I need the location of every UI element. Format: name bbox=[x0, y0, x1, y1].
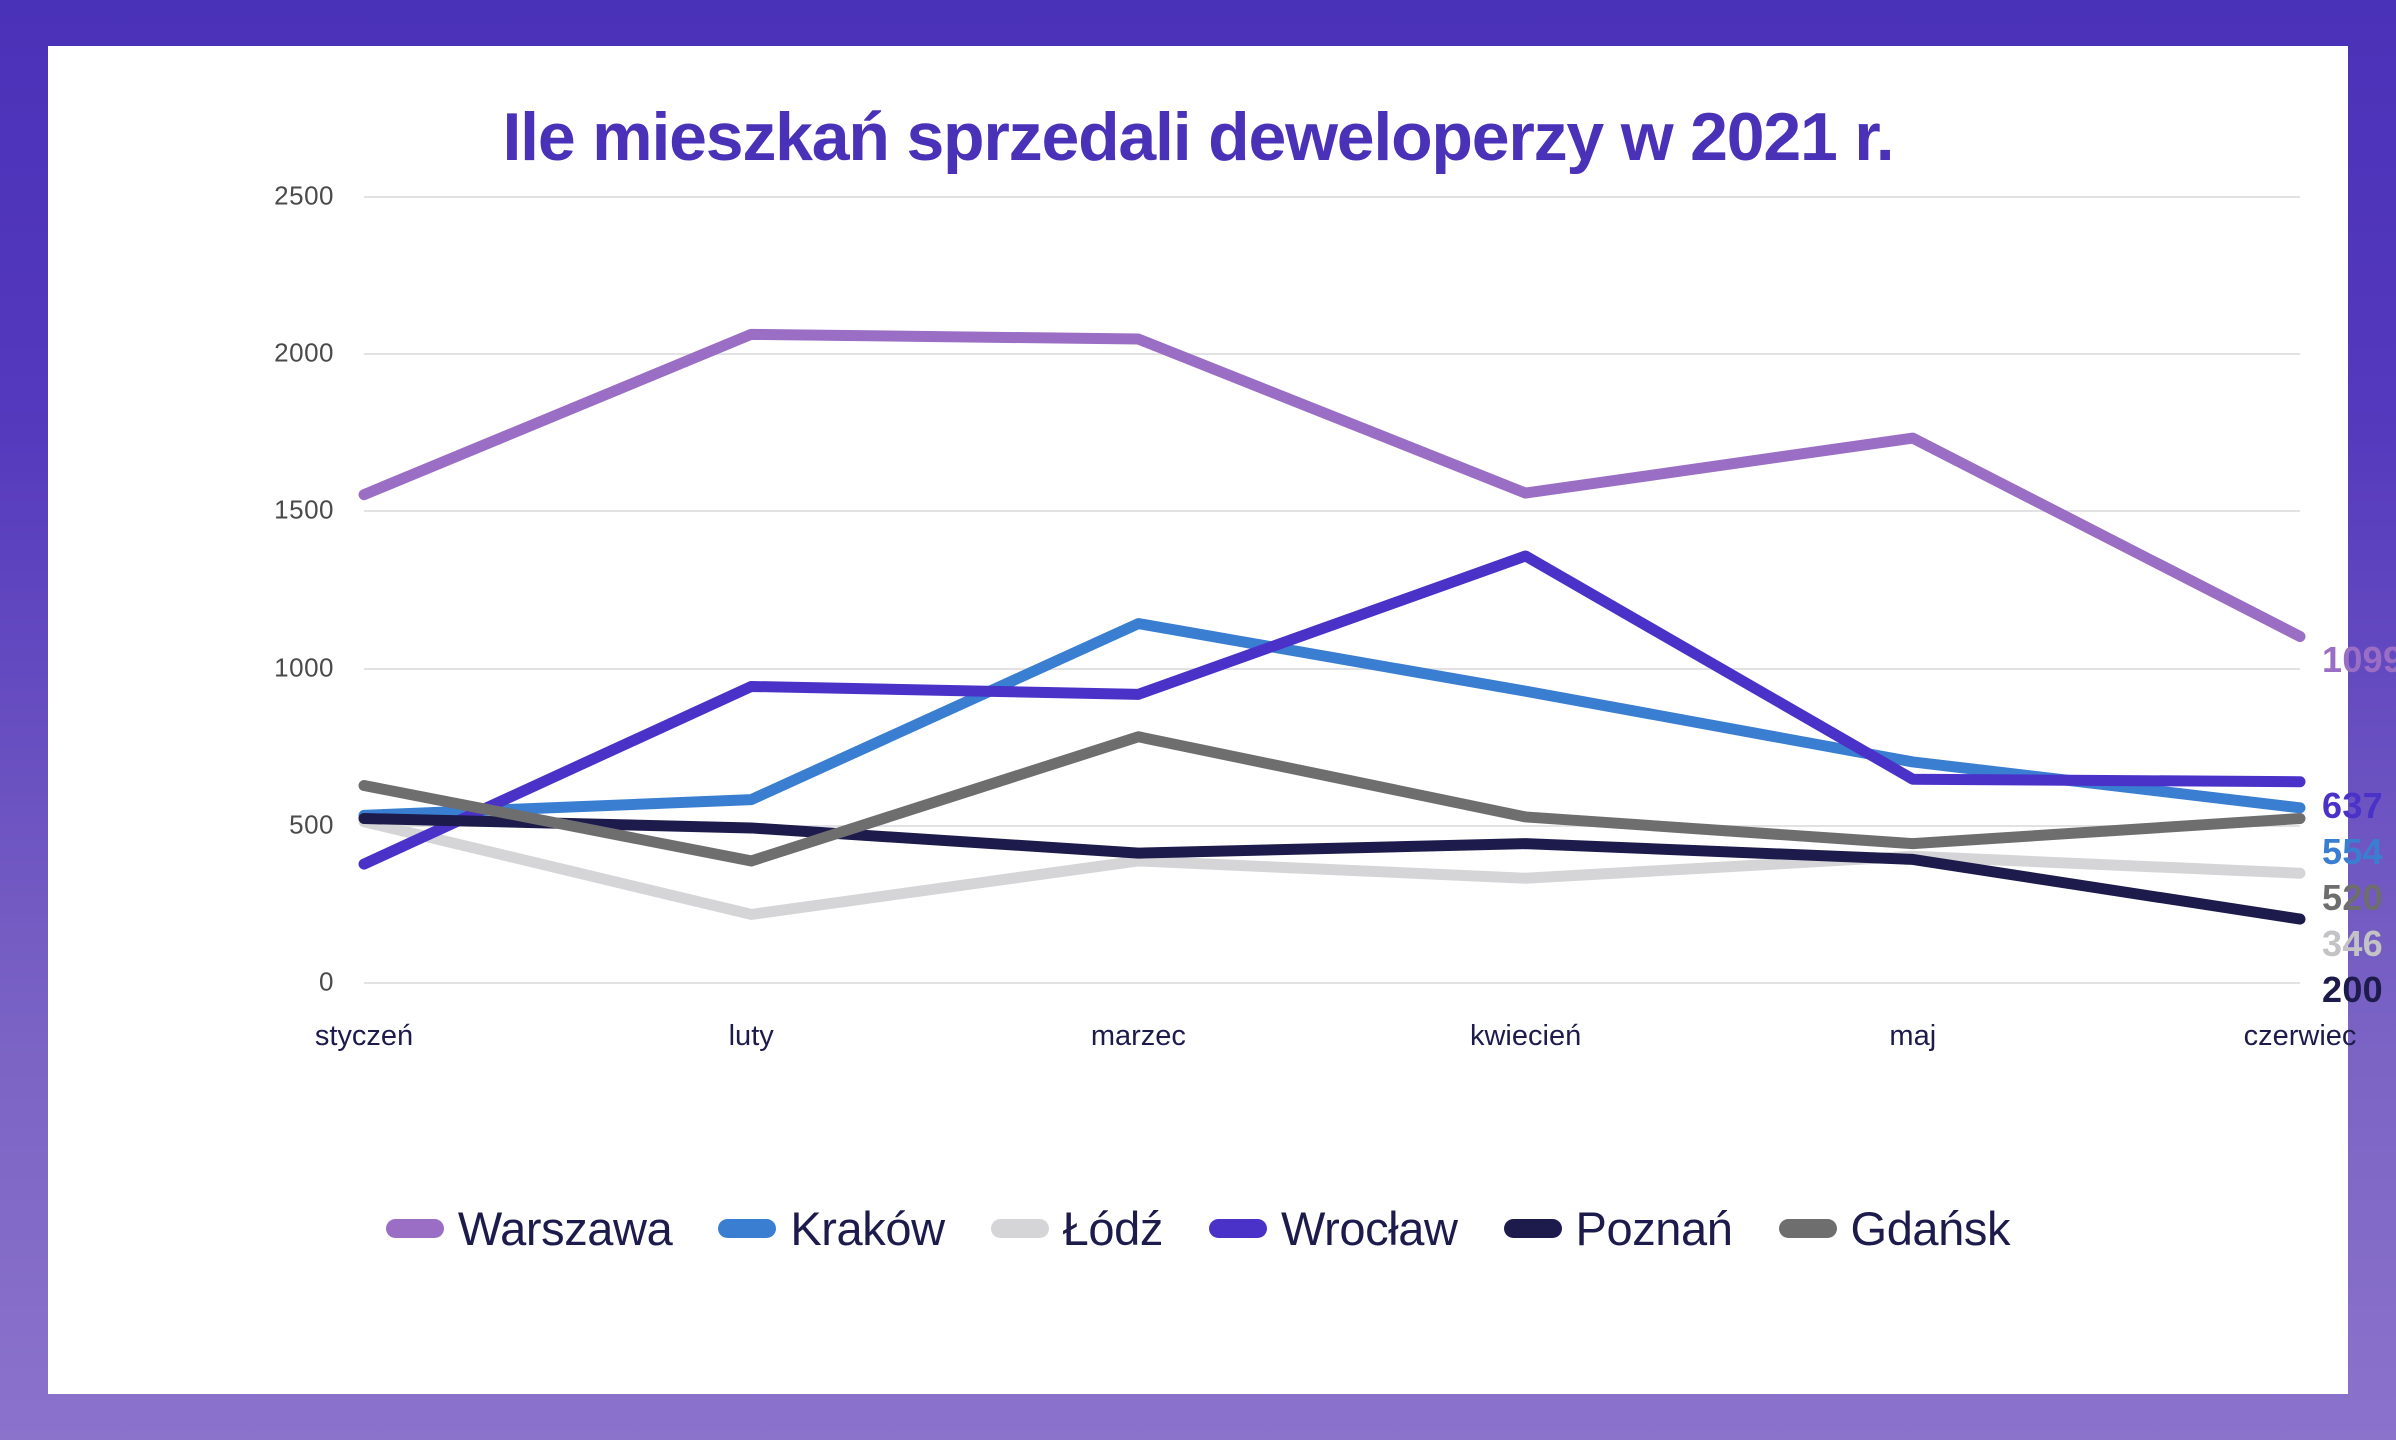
gridline bbox=[364, 824, 2300, 827]
y-axis-tick-label: 500 bbox=[289, 809, 334, 840]
gridline bbox=[364, 667, 2300, 670]
legend-swatch-icon bbox=[385, 1219, 444, 1238]
x-axis-tick-label: maj bbox=[1889, 1020, 1937, 1052]
x-axis-tick-label: marzec bbox=[1090, 1020, 1186, 1052]
legend-swatch-icon bbox=[1208, 1219, 1267, 1238]
y-axis-tick-label: 2500 bbox=[274, 180, 334, 211]
legend-item-kraków[interactable]: Kraków bbox=[718, 1201, 945, 1256]
y-axis-tick-label: 1500 bbox=[274, 494, 334, 525]
x-axis-tick-label: kwiecień bbox=[1469, 1020, 1582, 1052]
legend-swatch-icon bbox=[1778, 1219, 1837, 1238]
chart-card: Ile mieszkań sprzedali deweloperzy w 202… bbox=[48, 46, 2396, 1394]
legend-item-wrocław[interactable]: Wrocław bbox=[1208, 1201, 1458, 1256]
end-label-gdańsk: 520 bbox=[2322, 876, 2383, 918]
series-canvas bbox=[358, 196, 2306, 982]
legend-label: Gdańsk bbox=[1850, 1202, 2011, 1255]
grid-lines bbox=[364, 196, 2300, 984]
x-axis-tick-label: styczeń bbox=[314, 1020, 414, 1052]
legend-item-warszawa[interactable]: Warszawa bbox=[385, 1201, 673, 1256]
y-axis-tick-label: 2000 bbox=[274, 337, 334, 368]
end-label-łódź: 346 bbox=[2322, 922, 2383, 964]
legend-label: Wrocław bbox=[1280, 1202, 1458, 1255]
end-label-wrocław: 637 bbox=[2322, 784, 2383, 826]
end-label-kraków: 554 bbox=[2322, 830, 2383, 872]
line-chart-svg bbox=[358, 328, 2306, 925]
series-line-kraków bbox=[358, 618, 2306, 821]
gridline bbox=[364, 510, 2300, 513]
legend-label: Kraków bbox=[790, 1202, 945, 1255]
x-axis-tick-label: luty bbox=[728, 1020, 774, 1052]
series-line-wrocław bbox=[358, 550, 2306, 870]
gridline bbox=[364, 196, 2300, 198]
end-label-poznań: 200 bbox=[2322, 968, 2383, 1010]
legend-item-gdańsk[interactable]: Gdańsk bbox=[1778, 1201, 2011, 1256]
chart-title: Ile mieszkań sprzedali deweloperzy w 202… bbox=[502, 99, 1894, 175]
plot-area: 0 500 1000 1500 2000 2500 styczeń luty marzec kw… bbox=[178, 181, 2396, 1136]
chart-legend: Warszawa Kraków Łódź Wrocław Poznań Gdańsk bbox=[48, 1201, 2348, 1256]
y-axis-tick-label: 1000 bbox=[274, 652, 334, 683]
x-axis-tick-label: czerwiec bbox=[2243, 1020, 2357, 1052]
gridline bbox=[364, 353, 2300, 356]
y-axis-tick-label: 0 bbox=[319, 966, 334, 997]
series-line-gdańsk bbox=[358, 731, 2306, 867]
series-line-warszawa bbox=[358, 328, 2306, 642]
legend-label: Warszawa bbox=[457, 1202, 673, 1255]
end-label-warszawa: 1099 bbox=[2322, 639, 2396, 681]
legend-label: Łódź bbox=[1062, 1202, 1164, 1255]
legend-swatch-icon bbox=[990, 1219, 1049, 1238]
legend-swatch-icon bbox=[1503, 1219, 1562, 1238]
legend-label: Poznań bbox=[1575, 1202, 1733, 1255]
legend-swatch-icon bbox=[718, 1219, 777, 1238]
gridline bbox=[364, 982, 2300, 984]
legend-item-poznań[interactable]: Poznań bbox=[1503, 1201, 1733, 1256]
series-line-poznań bbox=[358, 813, 2306, 925]
series-line-łódź bbox=[358, 816, 2306, 920]
legend-item-łódź[interactable]: Łódź bbox=[990, 1201, 1164, 1256]
